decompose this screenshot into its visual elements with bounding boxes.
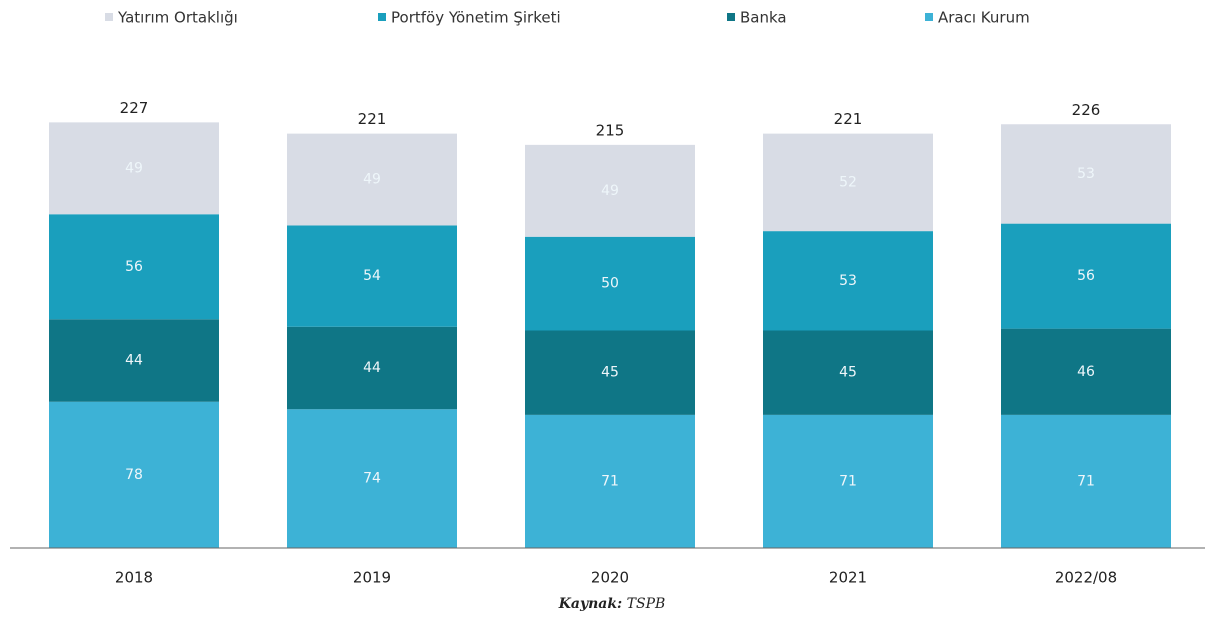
legend-swatch	[105, 13, 113, 21]
data-label: 50	[601, 276, 619, 292]
bar-segment	[1001, 223, 1171, 329]
legend-text: Aracı Kurum	[938, 9, 1030, 27]
x-tick-label: 2021	[829, 569, 867, 587]
x-tick-label: 2020	[591, 569, 629, 587]
legend-swatch	[727, 13, 735, 21]
bar-segment	[763, 414, 933, 548]
data-label: 71	[839, 473, 857, 489]
legend-text: Yatırım Ortaklığı	[117, 9, 238, 27]
bar-segment	[287, 326, 457, 410]
legend-swatch	[925, 13, 933, 21]
bar-segment	[49, 319, 219, 402]
data-label: 44	[363, 360, 381, 376]
data-label: 54	[363, 268, 381, 284]
bar-segment	[525, 144, 695, 237]
data-label: 56	[125, 259, 143, 275]
data-label: 46	[1077, 364, 1095, 380]
total-label: 227	[120, 99, 149, 117]
bar-segment	[763, 133, 933, 232]
data-label: 56	[1077, 268, 1095, 284]
legend-text: Portföy Yönetim Şirketi	[391, 9, 561, 27]
total-label: 221	[358, 110, 387, 128]
data-label: 53	[839, 273, 857, 289]
bar-segment	[1001, 414, 1171, 548]
bar-segment	[525, 414, 695, 548]
data-label: 71	[1077, 473, 1095, 489]
total-label: 215	[596, 121, 625, 139]
x-tick-label: 2022/08	[1055, 569, 1117, 587]
bar-segment	[49, 122, 219, 215]
total-label: 221	[834, 110, 863, 128]
source-name: TSPB	[627, 596, 666, 612]
bar-segment	[287, 409, 457, 548]
data-label: 44	[125, 353, 143, 369]
bar-segment	[1001, 328, 1171, 415]
total-label: 226	[1072, 101, 1101, 119]
x-tick-label: 2018	[115, 569, 153, 587]
data-label: 45	[601, 365, 619, 381]
x-tick-label: 2019	[353, 569, 391, 587]
bar-segment	[287, 133, 457, 226]
data-label: 49	[125, 160, 143, 176]
bar-segment	[49, 214, 219, 320]
data-label: 74	[363, 471, 381, 487]
bar-segment	[1001, 124, 1171, 224]
data-label: 45	[839, 365, 857, 381]
data-label: 78	[125, 467, 143, 483]
legend-swatch	[378, 13, 386, 21]
bar-segment	[287, 225, 457, 327]
data-label: 53	[1077, 166, 1095, 182]
bar-segment	[525, 236, 695, 331]
bar-segment	[763, 330, 933, 415]
legend-text: Banka	[740, 9, 787, 27]
data-label: 71	[601, 473, 619, 489]
source-label: Kaynak:	[558, 596, 623, 612]
bar-segment	[763, 231, 933, 331]
data-label: 52	[839, 174, 857, 190]
source: Kaynak: TSPB	[558, 596, 666, 612]
bar-segment	[525, 330, 695, 415]
bar-segment	[49, 401, 219, 548]
data-label: 49	[601, 183, 619, 199]
data-label: 49	[363, 172, 381, 188]
